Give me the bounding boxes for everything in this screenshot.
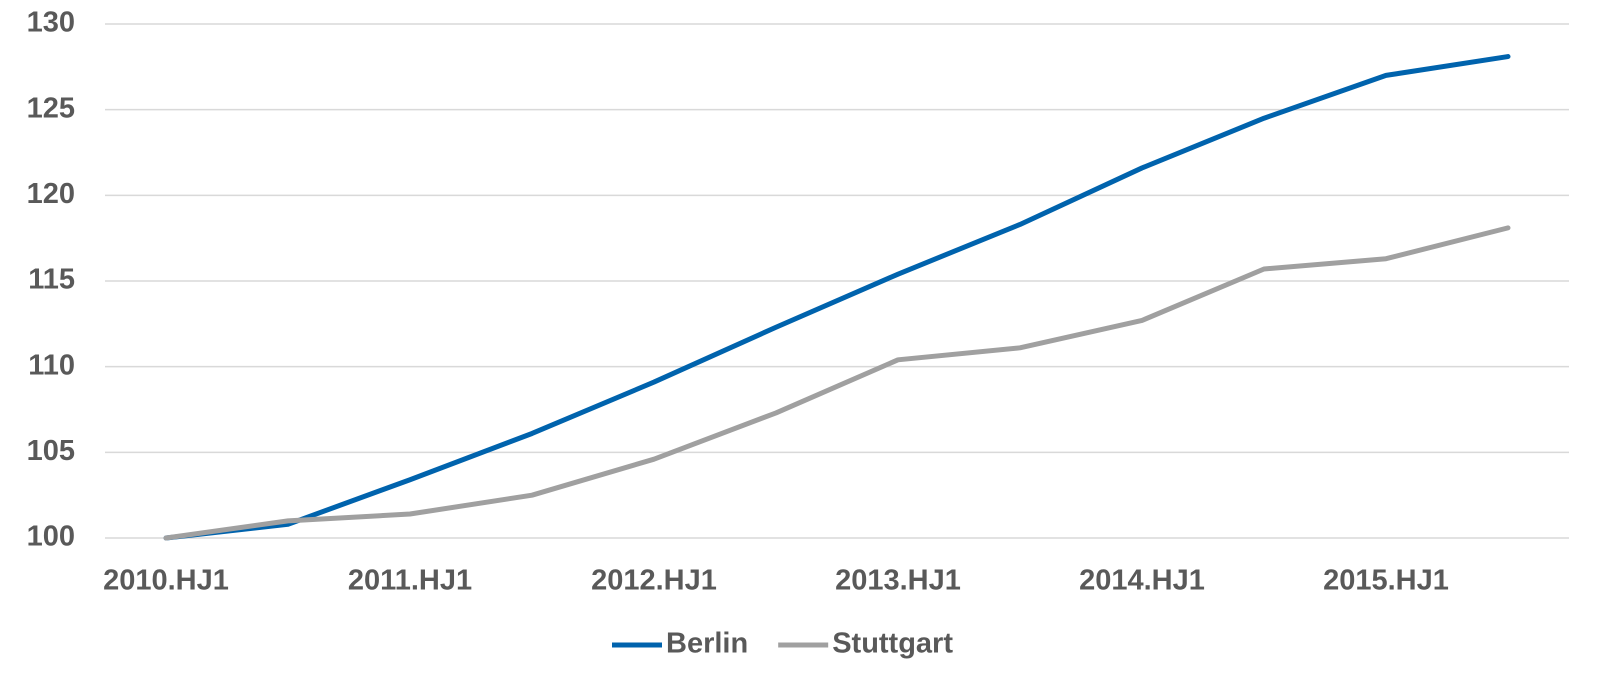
line-series [163,54,1511,541]
x-tick-label: 2010.HJ1 [103,565,229,597]
x-tick-label: 2015.HJ1 [1323,565,1449,597]
y-tick-label: 130 [27,7,75,39]
y-tick-label: 110 [28,349,75,381]
x-tick-label: 2014.HJ1 [1079,565,1205,597]
legend-label: Berlin [666,628,748,660]
y-tick-label: 120 [27,178,75,210]
line-series [163,225,1511,541]
y-tick-label: 125 [27,92,75,124]
x-tick-label: 2011.HJ1 [348,565,472,597]
y-tick-label: 100 [27,521,75,553]
y-tick-label: 115 [28,264,75,296]
legend-label: Stuttgart [832,628,953,660]
x-tick-label: 2012.HJ1 [591,565,717,597]
y-tick-label: 105 [27,435,75,467]
x-tick-label: 2013.HJ1 [835,565,961,597]
